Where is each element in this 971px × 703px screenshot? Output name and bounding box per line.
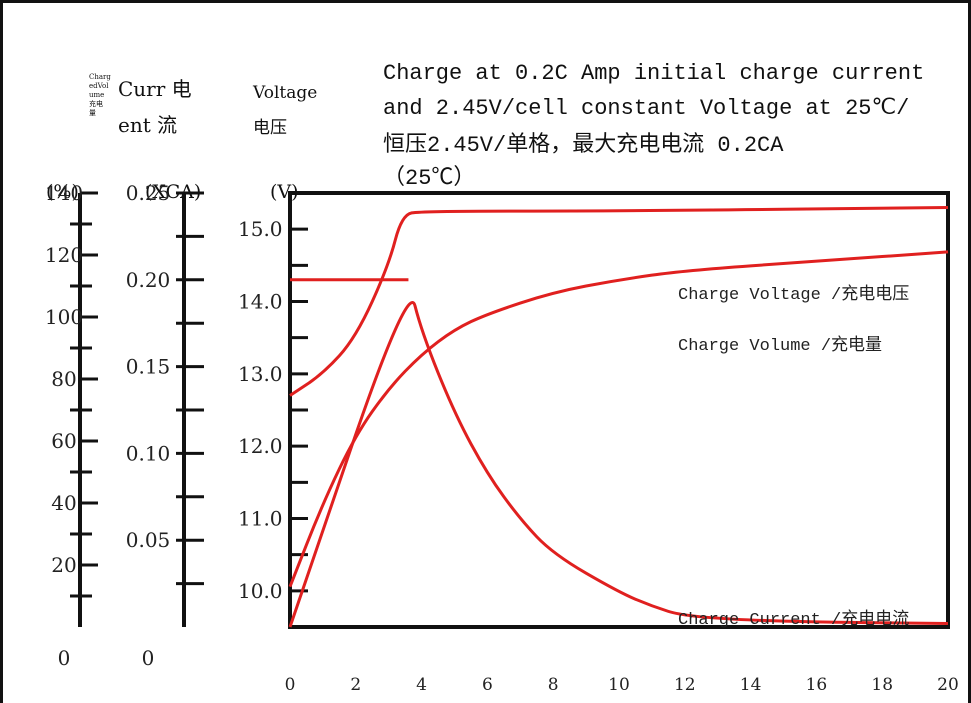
volume-tick-label: 0	[58, 646, 71, 670]
series-group	[288, 205, 949, 628]
current-header-line: Curr 电	[118, 77, 192, 101]
voltage-tick-label: 11.0	[238, 507, 283, 531]
axis-tick-labels: 1401201008060402000.250.200.150.100.0501…	[45, 181, 959, 695]
voltage-tick-label: 13.0	[238, 362, 283, 386]
current-tick-label: 0.15	[126, 355, 171, 379]
series-label-charge-voltage: Charge Voltage /充电电压	[678, 284, 909, 305]
volume-axis-header: Charg edVol ume 充电 量	[89, 73, 111, 117]
chart-title: Charge at 0.2C Amp initial charge curren…	[383, 61, 924, 191]
series-charge-volume	[288, 250, 949, 588]
volume-tick-label: 40	[51, 491, 76, 515]
voltage-axis-header: Voltage 电压	[252, 83, 317, 138]
time-tick-label: 12	[674, 675, 696, 695]
current-tick-label: 0.05	[126, 528, 171, 552]
current-tick-label: 0	[142, 646, 155, 670]
current-tick-label: 0.10	[126, 441, 171, 465]
time-tick-label: 18	[871, 675, 893, 695]
volume-header-line: ume	[89, 91, 104, 99]
series-label-charge-volume: Charge Volume /充电量	[678, 335, 882, 356]
axis-ticks	[70, 191, 308, 598]
time-tick-label: 8	[548, 675, 559, 695]
voltage-tick-label: 14.0	[238, 290, 283, 314]
time-tick-label: 10	[608, 675, 630, 695]
volume-tick-label: 80	[51, 367, 76, 391]
volume-header-line: edVol	[89, 82, 109, 90]
series-charge-current	[288, 300, 949, 628]
time-tick-label: 20	[937, 675, 959, 695]
time-tick-label: 0	[285, 675, 296, 695]
volume-tick-label: 60	[51, 429, 76, 453]
series-label-charge-current: Charge Current /充电电流	[678, 609, 909, 630]
current-axis-header: Curr 电 ent 流	[118, 77, 192, 137]
volume-header-line: Charg	[89, 73, 111, 81]
current-unit: (XCA)	[145, 181, 201, 203]
series-charge-voltage	[289, 205, 949, 397]
time-tick-label: 16	[806, 675, 828, 695]
time-tick-label: 14	[740, 675, 762, 695]
voltage-tick-label: 10.0	[238, 579, 283, 603]
voltage-tick-label: 15.0	[238, 217, 283, 241]
voltage-header-line: 电压	[253, 118, 287, 138]
volume-unit: (%)	[46, 181, 79, 203]
title-line-3: 恒压2.45V/单格，最大充电电流 0.2CA	[383, 132, 784, 158]
time-tick-label: 2	[350, 675, 361, 695]
volume-tick-label: 100	[45, 305, 83, 329]
current-tick-label: 0.20	[126, 268, 171, 292]
time-tick-label: 6	[482, 675, 493, 695]
current-header-line: ent 流	[118, 113, 177, 137]
volume-tick-label: 120	[45, 243, 83, 267]
title-line-4: （25℃）	[383, 166, 475, 191]
series-labels: Charge Voltage /充电电压 Charge Volume /充电量 …	[678, 284, 909, 630]
voltage-tick-label: 12.0	[238, 434, 283, 458]
volume-header-line: 量	[89, 109, 96, 117]
voltage-header-line: Voltage	[252, 83, 317, 103]
axis-units: (%) (XCA) (V)	[46, 181, 299, 203]
volume-tick-label: 140	[45, 181, 83, 205]
time-tick-label: 4	[416, 675, 427, 695]
current-tick-label: 0.25	[126, 181, 171, 205]
title-line-1: Charge at 0.2C Amp initial charge curren…	[383, 61, 924, 86]
volume-header-line: 充电	[89, 99, 103, 108]
volume-tick-label: 20	[51, 553, 76, 577]
title-line-2: and 2.45V/cell constant Voltage at 25℃/	[383, 96, 909, 121]
